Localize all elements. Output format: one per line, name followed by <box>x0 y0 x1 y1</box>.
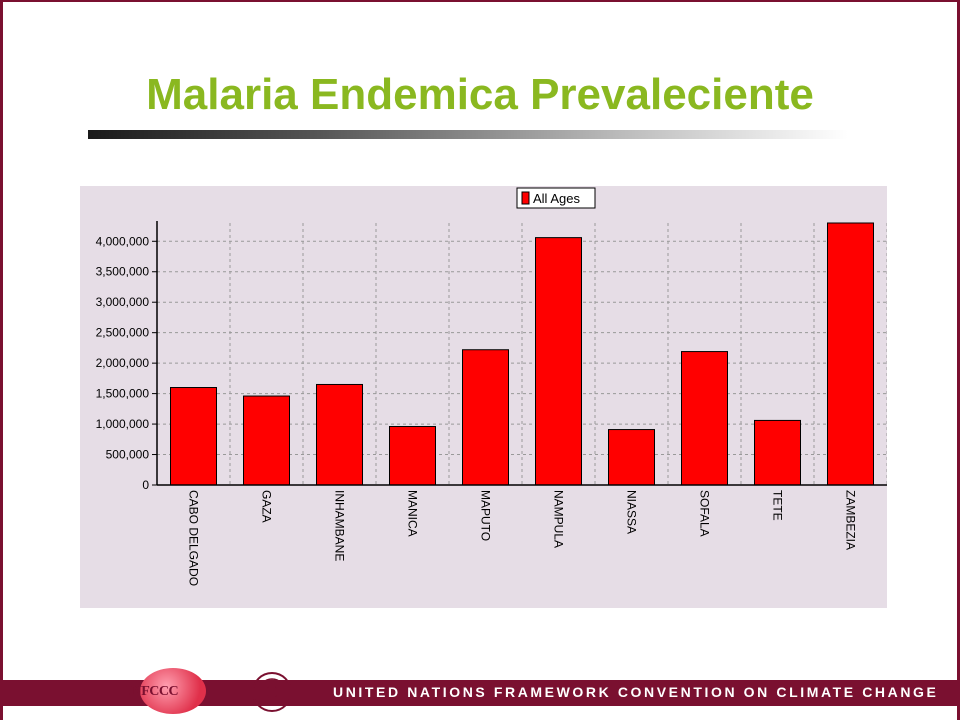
bar-cabo-delgado <box>170 387 217 486</box>
xtick-label: INHAMBANE <box>333 490 347 561</box>
title-underline <box>88 130 848 139</box>
xtick-label: NAMPULA <box>552 490 566 548</box>
ytick-label: 3,000,000 <box>96 295 150 309</box>
unfccc-swoosh-icon <box>140 668 206 714</box>
xtick-label: NIASSA <box>625 490 639 534</box>
frame-right <box>957 0 960 720</box>
slide-title: Malaria Endemica Prevaleciente <box>146 70 814 119</box>
bar-niassa <box>608 429 655 486</box>
chart-legend: All Ages <box>516 187 596 209</box>
xtick-label: SOFALA <box>698 490 712 537</box>
ytick-label: 500,000 <box>106 448 150 462</box>
bar-tete <box>754 419 801 486</box>
frame-top <box>0 0 960 2</box>
bar-nampula <box>535 237 582 486</box>
bar-maputo <box>462 349 509 486</box>
xtick-label: GAZA <box>260 490 274 523</box>
bars-layer <box>170 222 874 486</box>
ytick-label: 2,500,000 <box>96 326 150 340</box>
bar-inhambane <box>316 383 363 486</box>
bar-manica <box>389 426 436 486</box>
unfccc-logo-text: UNFCCC <box>122 684 179 699</box>
bar-sofala <box>681 351 728 486</box>
legend-label: All Ages <box>533 191 580 206</box>
chart-panel: 0 500,000 1,000,000 1,500,000 2,000,000 2,500… <box>80 186 887 608</box>
ytick-layer: 0 500,000 1,000,000 1,500,000 2,000,000 2,500… <box>96 234 150 492</box>
legend-swatch <box>521 191 530 205</box>
ytick-label: 1,000,000 <box>96 417 150 431</box>
ytick-label: 4,000,000 <box>96 234 150 248</box>
un-emblem-icon <box>252 672 292 712</box>
xtick-label: MANICA <box>406 490 420 537</box>
xtick-label: MAPUTO <box>479 490 493 541</box>
axis-layer <box>152 221 887 486</box>
legend-box <box>516 187 596 209</box>
xtick-label: ZAMBEZIA <box>844 490 858 550</box>
xtick-label: TETE <box>771 490 785 521</box>
ytick-label: 1,500,000 <box>96 387 150 401</box>
unfccc-logo: UNFCCC <box>118 668 218 716</box>
ytick-label: 3,500,000 <box>96 265 150 279</box>
xtick-layer: CABO DELGADO GAZA INHAMBANE MANICA MAPUTO NAM… <box>187 490 858 586</box>
bar-gaza <box>243 395 290 486</box>
ytick-label: 2,000,000 <box>96 356 150 370</box>
bar-chart: 0 500,000 1,000,000 1,500,000 2,000,000 2,500… <box>96 187 887 586</box>
footer-text: UNITED NATIONS FRAMEWORK CONVENTION ON C… <box>333 684 939 700</box>
xtick-label: CABO DELGADO <box>187 490 201 586</box>
ytick-label: 0 <box>142 478 149 492</box>
frame-left <box>0 0 3 720</box>
bar-zambezia <box>827 222 874 486</box>
